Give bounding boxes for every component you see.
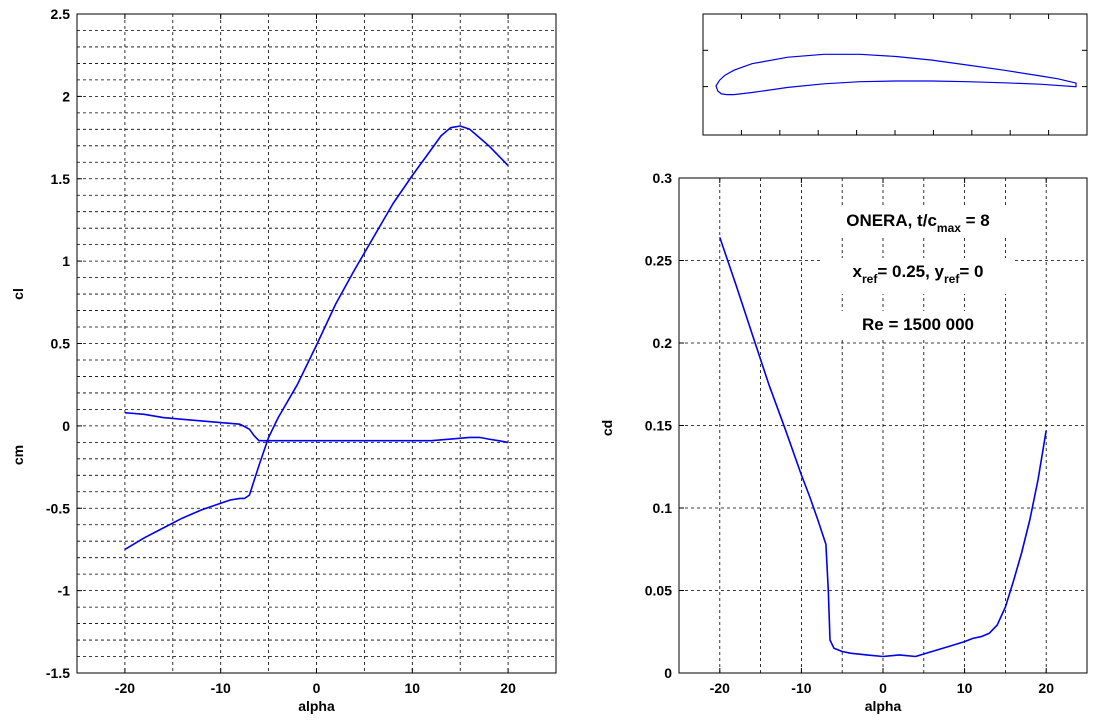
cl-series-line: [124, 125, 509, 551]
right-y-tick-label: 0.3: [653, 170, 673, 186]
right-x-tick-label: -10: [791, 680, 811, 696]
annotation-background: [822, 258, 1012, 294]
right-y-tick-label: 0.2: [653, 335, 673, 351]
annotation-reference-x: x: [853, 262, 863, 281]
lift-moment-series: [124, 125, 509, 551]
airfoil-ticks: [703, 14, 1087, 135]
annotation-airfoil-sub: max: [937, 221, 961, 235]
cm-axis-label: cm: [10, 445, 26, 465]
left-y-tick-label: -1: [58, 583, 71, 599]
annotation-reference-y-sub: ref: [944, 272, 960, 286]
lift-moment-axes-frame: [76, 13, 557, 674]
left-x-tick-label: 0: [313, 680, 321, 696]
annotation-block: ONERA, t/cmax = 8 xref= 0.25, yref= 0 Re…: [811, 207, 1025, 339]
right-x-tick-label: 20: [1038, 680, 1054, 696]
cd-axis-label: cd: [599, 420, 615, 436]
annotation-airfoil: ONERA, t/cmax = 8: [846, 211, 990, 235]
left-x-tick-label: 20: [500, 680, 516, 696]
annotation-reference-tail: = 0: [959, 262, 983, 281]
annotation-reference: xref= 0.25, yref= 0: [853, 262, 984, 286]
cd-series-line: [719, 237, 1047, 658]
annotation-airfoil-tail: = 8: [961, 211, 990, 230]
drag-grid: [679, 178, 1087, 673]
lift-moment-x-axis-label: alpha: [298, 698, 335, 714]
left-y-tick-label: -1.5: [46, 665, 70, 681]
cl-axis-label: cl: [10, 288, 26, 300]
annotation-reference-mid: = 0.25, y: [877, 262, 944, 281]
left-y-tick-label: 2: [62, 88, 70, 104]
airfoil-outline: [715, 53, 1077, 96]
right-x-tick-label: 0: [879, 680, 887, 696]
lift-moment-chart: -20 -10 0 10 20-1.5-1-0.500.511.522.5 alpha …: [10, 6, 557, 714]
right-y-tick-label: 0: [664, 665, 672, 681]
annotation-reynolds: Re = 1500 000: [862, 315, 974, 334]
right-y-tick-label: 0.05: [645, 583, 672, 599]
airfoil-shape-plot: [702, 13, 1088, 136]
right-y-tick-label: 0.25: [645, 253, 672, 269]
left-y-tick-label: 2.5: [51, 6, 71, 22]
left-x-tick-label: -10: [211, 680, 231, 696]
annotation-background: [827, 311, 1005, 339]
annotation-airfoil-main: ONERA, t/c: [846, 211, 937, 230]
left-x-tick-label: -20: [115, 680, 135, 696]
right-x-tick-label: -20: [710, 680, 730, 696]
left-y-tick-label: 0: [62, 418, 70, 434]
drag-x-axis-label: alpha: [865, 698, 902, 714]
right-y-tick-label: 0.1: [653, 500, 673, 516]
left-y-tick-label: -0.5: [46, 500, 70, 516]
lift-moment-ticks: -20 -10 0 10 20 -1.5 -1 -0.5 0 0.5 1 1.5 2 2.5: [46, 6, 516, 696]
annotation-reference-x-sub: ref: [862, 272, 878, 286]
left-x-tick-label: 10: [405, 680, 421, 696]
right-x-tick-label: 10: [957, 680, 973, 696]
left-y-tick-label: 0.5: [51, 336, 71, 352]
annotation-background: [811, 207, 1025, 237]
cm-series-line: [124, 411, 509, 444]
drag-series: [719, 237, 1047, 658]
right-y-tick-label: 0.15: [645, 418, 672, 434]
drag-ticks: -20 -10 0 10 20 0 0.05 0.1 0.15 0.2 0.25 0.3: [645, 170, 1054, 696]
lift-moment-grid: [77, 14, 556, 673]
left-y-tick-label: 1.5: [51, 171, 71, 187]
left-y-tick-label: 1: [62, 253, 70, 269]
drag-axes-frame: [678, 177, 1088, 674]
